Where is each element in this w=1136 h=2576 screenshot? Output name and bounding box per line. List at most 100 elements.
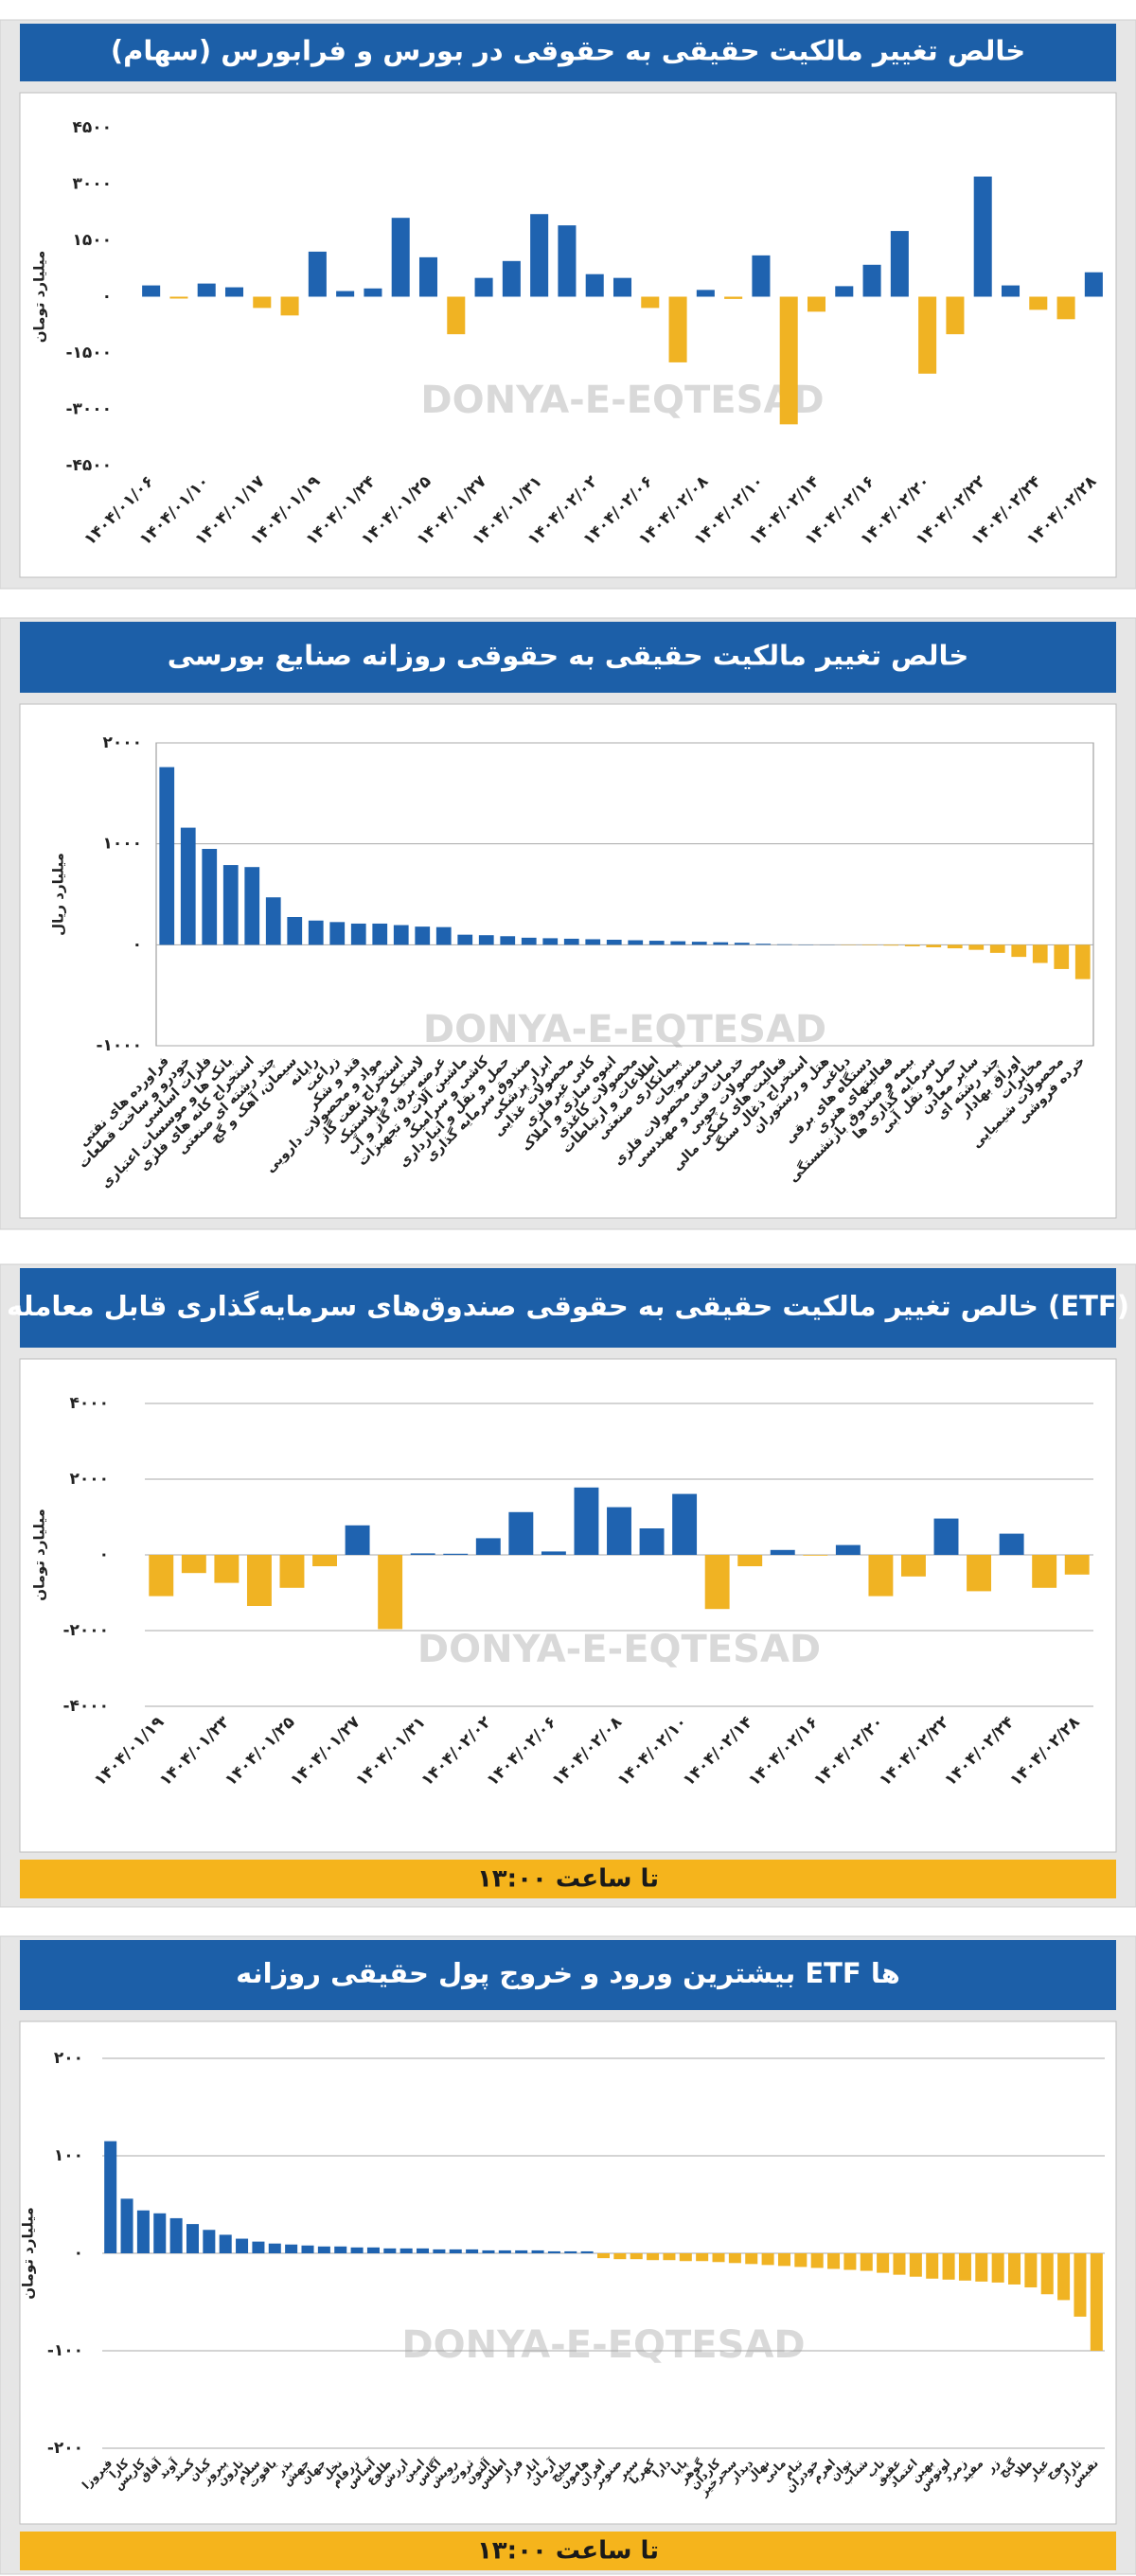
bar: [435, 926, 452, 945]
plot-panel: [19, 703, 1117, 1219]
bar: [317, 2246, 330, 2253]
y-axis-label: میلیارد تومان: [31, 251, 48, 344]
bar: [104, 2141, 117, 2253]
bar: [180, 827, 196, 945]
bar: [734, 943, 750, 945]
bar: [214, 1555, 240, 1583]
bar: [253, 296, 272, 309]
bar: [712, 2253, 725, 2263]
y-axis-label: میلیارد تومان: [20, 2207, 37, 2300]
bar: [366, 2247, 380, 2253]
chart-title: خالص تغییر مالکیت حقیقی به حقوقی روزانه …: [168, 640, 969, 672]
bar: [285, 2244, 298, 2253]
bar: [563, 938, 579, 945]
y-tick-label: -۱۵۰۰: [65, 344, 112, 362]
bar: [862, 264, 881, 297]
y-tick-label: ۳۰۰۰: [72, 175, 112, 194]
watermark: DONYA-E-EQTESAD: [420, 379, 824, 422]
bar: [724, 296, 743, 299]
bar: [449, 2249, 462, 2253]
bar: [630, 2253, 643, 2260]
bar: [153, 2213, 167, 2253]
bar: [136, 2210, 150, 2253]
bar: [672, 1493, 698, 1555]
bar: [868, 1555, 894, 1597]
bar: [159, 767, 175, 945]
bar: [860, 2253, 873, 2271]
bar: [947, 944, 963, 949]
bar: [418, 256, 438, 297]
footer-bar: [20, 2532, 1116, 2570]
bar: [973, 176, 992, 297]
bar: [383, 2248, 397, 2253]
bar: [443, 1553, 469, 1555]
bar: [999, 1533, 1024, 1555]
bar: [803, 1555, 828, 1556]
bar: [606, 940, 622, 945]
bar: [967, 1555, 992, 1592]
bar: [1001, 285, 1021, 297]
title-bar: [20, 1268, 1116, 1348]
bar: [478, 935, 494, 945]
bar: [224, 287, 244, 297]
y-tick-label: -۱۰۰۰: [96, 1036, 142, 1055]
y-tick-label: ۲۰۰۰: [102, 733, 142, 752]
bar: [541, 1551, 566, 1555]
bar: [585, 939, 601, 945]
bar: [942, 2253, 955, 2280]
bar: [169, 296, 188, 299]
bar: [521, 937, 537, 945]
bar: [515, 2250, 528, 2253]
bar: [807, 296, 826, 312]
bar: [835, 286, 854, 297]
y-tick-label: -۲۰۰۰: [62, 1621, 109, 1640]
bar: [713, 942, 729, 945]
bar: [777, 2253, 790, 2267]
bar: [350, 923, 366, 945]
bar: [329, 922, 346, 945]
y-tick-label: ۲۰۰۰: [69, 1470, 109, 1489]
bar: [761, 2253, 774, 2266]
bar: [312, 1555, 337, 1566]
y-tick-label: ۰: [133, 935, 142, 954]
bar: [770, 1549, 795, 1555]
y-tick-label: -۳۰۰۰: [65, 400, 112, 419]
bar: [574, 1487, 599, 1555]
bar: [958, 2253, 971, 2281]
bar: [558, 225, 577, 297]
bar: [474, 277, 493, 297]
bar: [904, 944, 920, 946]
y-tick-label: ۲۰۰: [54, 2049, 83, 2068]
bar: [1074, 944, 1091, 979]
bar: [696, 290, 715, 297]
y-axis-label: میلیارد ریال: [50, 853, 67, 936]
bar: [279, 1555, 305, 1588]
bar: [417, 2248, 430, 2253]
bar: [779, 296, 798, 425]
footer-note: تا ساعت ۱۳:۰۰: [477, 1865, 659, 1894]
bar: [628, 940, 644, 945]
watermark: DONYA-E-EQTESAD: [423, 1008, 826, 1051]
bar: [415, 926, 431, 945]
bar: [530, 214, 549, 297]
bar: [364, 288, 382, 297]
bar: [918, 296, 937, 374]
chart-title: خالص تغییر مالکیت حقیقی به حقوقی در بورس…: [111, 35, 1025, 67]
y-tick-label: ۱۵۰۰: [72, 231, 112, 250]
bar: [968, 944, 985, 950]
y-tick-label: -۲۰۰: [47, 2439, 83, 2458]
bar: [890, 231, 909, 297]
bar: [244, 867, 260, 945]
bar: [1011, 944, 1027, 958]
bar: [142, 285, 161, 297]
bar: [308, 251, 327, 297]
bar: [752, 255, 771, 297]
bar: [737, 1555, 763, 1566]
chart-title: خالص تغییر مالکیت حقیقی به حقوقی صندوق‌ه…: [7, 1290, 1129, 1322]
bar: [202, 849, 218, 945]
bar: [482, 2250, 495, 2253]
bar: [893, 2253, 906, 2275]
bar: [696, 2253, 709, 2262]
bar: [345, 1525, 370, 1555]
